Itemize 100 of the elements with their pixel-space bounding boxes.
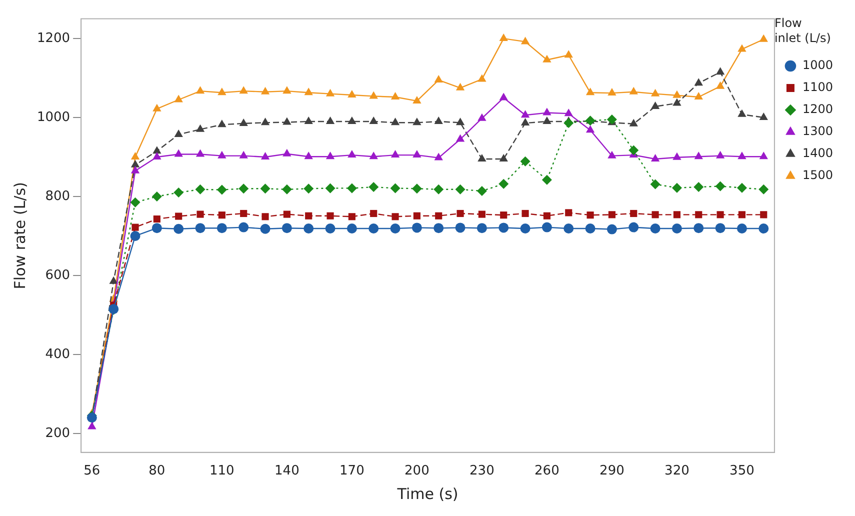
- y-tick-label: 1000: [36, 110, 70, 125]
- point: [412, 150, 422, 158]
- point: [260, 86, 270, 94]
- point: [390, 118, 400, 126]
- point: [499, 34, 508, 42]
- point: [542, 108, 552, 116]
- point: [542, 174, 552, 185]
- point: [412, 184, 422, 194]
- point: [262, 213, 269, 220]
- point: [326, 88, 335, 96]
- point: [368, 182, 379, 192]
- point: [759, 112, 768, 120]
- point: [195, 184, 206, 194]
- point: [476, 223, 487, 234]
- point: [694, 78, 703, 86]
- point: [435, 212, 442, 220]
- point: [174, 130, 183, 138]
- point: [716, 67, 725, 75]
- point: [650, 88, 660, 96]
- point: [174, 224, 184, 234]
- point: [738, 44, 746, 52]
- point: [500, 212, 508, 219]
- point: [218, 150, 226, 158]
- point: [608, 150, 616, 158]
- point: [629, 118, 638, 126]
- y-tick-label: 1200: [36, 30, 70, 46]
- point: [738, 152, 746, 160]
- point: [650, 179, 660, 190]
- point: [434, 152, 443, 160]
- point: [218, 120, 226, 128]
- point: [498, 222, 509, 233]
- point: [628, 222, 639, 232]
- point: [174, 188, 184, 198]
- point: [152, 192, 162, 202]
- point: [738, 109, 746, 117]
- x-axis-title: Time (s): [396, 484, 458, 503]
- point: [456, 134, 465, 142]
- point: [239, 86, 248, 94]
- point: [282, 223, 292, 234]
- point: [650, 101, 660, 109]
- point: [499, 154, 508, 162]
- point: [608, 211, 616, 218]
- point: [542, 54, 552, 62]
- point: [760, 211, 768, 218]
- x-tick-label: 230: [470, 464, 494, 479]
- point: [586, 88, 595, 96]
- point: [650, 154, 660, 162]
- point: [608, 88, 616, 96]
- point: [716, 81, 725, 89]
- point: [759, 34, 768, 42]
- point: [564, 108, 573, 116]
- x-tick-label: 350: [730, 464, 754, 479]
- legend-title: Flow inlet (L/s): [774, 16, 831, 46]
- point: [195, 223, 206, 234]
- point: [478, 210, 486, 218]
- point: [736, 223, 747, 234]
- point: [348, 150, 356, 158]
- x-tick-label: 170: [340, 464, 364, 479]
- point: [152, 104, 162, 112]
- y-tick-label: 800: [45, 188, 70, 204]
- point: [152, 152, 162, 160]
- point: [434, 184, 444, 194]
- point: [585, 223, 596, 234]
- point: [174, 149, 183, 157]
- point: [346, 183, 357, 194]
- point: [694, 223, 704, 234]
- point: [304, 88, 313, 96]
- point: [196, 149, 205, 157]
- point: [672, 90, 682, 98]
- point: [606, 224, 617, 234]
- point: [325, 183, 336, 194]
- point: [218, 212, 226, 219]
- point: [606, 114, 617, 124]
- x-tick-label: 320: [664, 464, 690, 479]
- point: [132, 224, 139, 231]
- point: [455, 184, 466, 194]
- point: [758, 223, 769, 234]
- point: [326, 152, 335, 160]
- x-tick-label: 56: [84, 464, 100, 479]
- point: [412, 222, 422, 233]
- point: [152, 146, 162, 154]
- point: [239, 150, 248, 158]
- legend-label: 1200: [802, 102, 834, 116]
- legend-label: 1300: [802, 124, 834, 138]
- point: [759, 152, 768, 160]
- point: [240, 210, 248, 218]
- point: [738, 211, 746, 218]
- point: [390, 183, 400, 194]
- point: [174, 94, 183, 102]
- point: [238, 184, 249, 194]
- point: [218, 88, 226, 96]
- point: [196, 86, 205, 94]
- point: [520, 110, 530, 118]
- point: [694, 182, 704, 192]
- point: [456, 82, 465, 90]
- point: [153, 215, 160, 223]
- x-tick-label: 110: [210, 464, 234, 479]
- point: [542, 116, 552, 124]
- point: [326, 212, 334, 220]
- point: [672, 223, 682, 234]
